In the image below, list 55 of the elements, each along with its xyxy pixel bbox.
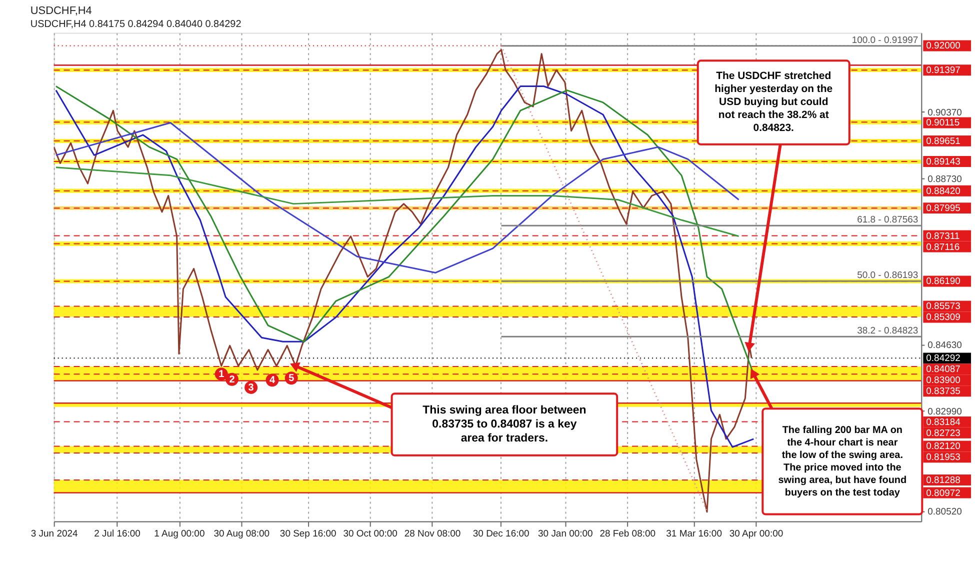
ref-line-label: 0.87311 xyxy=(926,230,960,242)
annotation: 2 xyxy=(229,374,236,386)
annotation: 38.2 - 0.84823 xyxy=(857,326,918,337)
ref-line-label: 0.85309 xyxy=(926,312,960,324)
x-tick-label: 2 Jul 16:00 xyxy=(94,528,140,540)
ref-line-label: 0.80972 xyxy=(926,488,960,499)
y-tick-label: 0.90370 xyxy=(928,107,962,118)
ref-line-label: 0.81288 xyxy=(926,474,960,486)
y-tick-label: 0.80520 xyxy=(928,506,962,518)
ref-line-label: 0.84292 xyxy=(926,353,960,364)
x-tick-label: 30 Aug 08:00 xyxy=(214,528,270,540)
line-series xyxy=(55,122,740,274)
ref-line-label: 0.82120 xyxy=(926,441,960,452)
x-tick-label: 3 Jun 2024 xyxy=(30,528,78,540)
ref-line-label: 0.81953 xyxy=(926,452,960,464)
x-tick-label: 1 Aug 00:00 xyxy=(154,528,205,540)
annotation: 1 xyxy=(218,369,225,380)
y-tick-label: 0.84630 xyxy=(928,340,962,351)
ref-line-label: 0.90115 xyxy=(926,118,960,129)
ref-line-label: 0.92000 xyxy=(926,40,960,52)
ref-line-label: 0.89651 xyxy=(926,136,960,147)
ref-line-label: 0.83735 xyxy=(926,386,960,398)
ref-line-label: 0.87116 xyxy=(926,242,960,253)
x-tick-label: 30 Jan 00:00 xyxy=(538,528,593,540)
chart-title: USDCHF,H4 xyxy=(30,4,92,17)
line-series xyxy=(55,166,740,237)
annotation: 3 xyxy=(248,382,254,394)
annotation: 5 xyxy=(288,373,295,384)
annotation: 4 xyxy=(269,375,276,386)
ref-line-label: 0.82723 xyxy=(926,428,960,439)
chart-subtitle: USDCHF,H4 0.84175 0.84294 0.84040 0.84292 xyxy=(30,18,242,30)
x-tick-label: 28 Nov 08:00 xyxy=(404,528,461,540)
x-tick-label: 30 Sep 16:00 xyxy=(280,528,336,540)
annotation: The falling 200 bar MA on the 4-hour chart is near the low of the swing area. The price moved into the swing area, but have found buyers on the test today xyxy=(778,425,907,498)
x-tick-label: 28 Feb 08:00 xyxy=(600,528,656,540)
y-tick-label: 0.82990 xyxy=(928,406,962,418)
ref-line-label: 0.88420 xyxy=(926,186,960,197)
annotation: The USDCHF stretched higher yesterday on the USD buying but could not reach the 38.2% at 0.84823. xyxy=(714,71,833,134)
ref-line-label: 0.85573 xyxy=(926,301,960,312)
x-tick-label: 30 Dec 16:00 xyxy=(472,528,530,540)
ref-line-label: 0.91397 xyxy=(926,65,960,76)
ref-line-label: 0.83900 xyxy=(926,375,960,386)
ref-line-label: 0.87995 xyxy=(926,203,960,214)
x-tick-label: 30 Oct 00:00 xyxy=(343,528,398,540)
ref-line-label: 0.84087 xyxy=(926,364,960,376)
ref-line-label: 0.89143 xyxy=(926,156,960,168)
ref-line-label: 0.86190 xyxy=(926,276,960,288)
x-tick-label: 30 Apr 00:00 xyxy=(729,528,784,540)
annotation: 50.0 - 0.86193 xyxy=(857,270,918,282)
ref-line-label: 0.83184 xyxy=(926,416,960,428)
annotation: This swing area floor between 0.83735 to 0.84087 is a key area for traders. xyxy=(422,404,586,444)
y-tick-label: 0.88730 xyxy=(928,174,962,185)
x-tick-label: 31 Mar 16:00 xyxy=(666,528,722,540)
annotation: 61.8 - 0.87563 xyxy=(857,214,918,226)
annotation: 100.0 - 0.91997 xyxy=(852,34,918,46)
